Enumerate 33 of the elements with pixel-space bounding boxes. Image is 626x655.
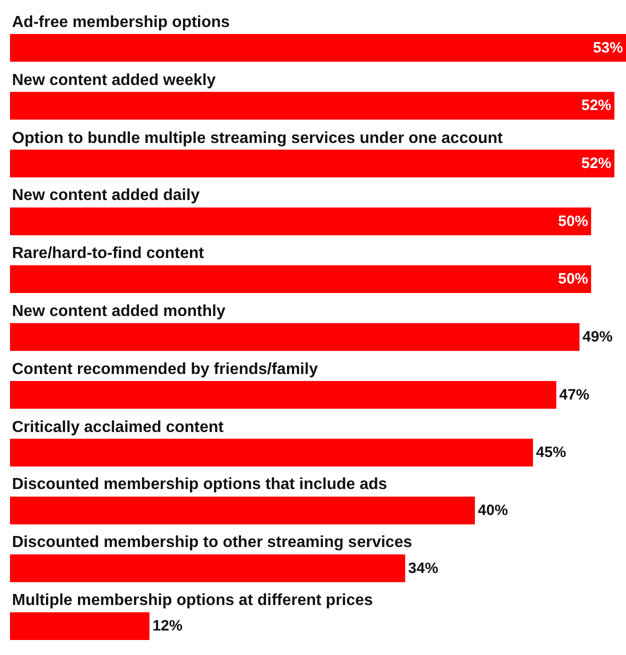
data-label: 49% bbox=[582, 328, 613, 346]
y-tick-label: Discounted membership options that include ads bbox=[12, 476, 388, 493]
bar bbox=[10, 380, 556, 409]
bar bbox=[10, 34, 626, 62]
bar bbox=[10, 438, 534, 467]
y-tick-label: New content added weekly bbox=[12, 72, 216, 89]
bar bbox=[10, 554, 406, 582]
bar bbox=[10, 207, 592, 236]
data-label: 50% bbox=[558, 212, 588, 230]
y-tick-label: Rare/hard-to-find content bbox=[12, 245, 205, 262]
bar bbox=[10, 265, 592, 294]
data-label: 52% bbox=[581, 97, 612, 114]
y-tick-label: New content added monthly bbox=[12, 303, 226, 320]
bar bbox=[10, 612, 150, 640]
data-label: 50% bbox=[558, 270, 588, 288]
y-tick-label: Critically acclaimed content bbox=[12, 419, 224, 436]
bar bbox=[10, 323, 580, 351]
data-label: 47% bbox=[559, 386, 590, 404]
data-label: 40% bbox=[478, 502, 508, 519]
y-tick-label: Multiple membership options at different prices bbox=[12, 592, 374, 609]
y-tick-label: Content recommended by friends/family bbox=[12, 361, 318, 378]
data-label: 45% bbox=[536, 444, 566, 462]
y-tick-label: Option to bundle multiple streaming services under one account bbox=[12, 130, 504, 147]
data-label: 12% bbox=[152, 618, 182, 635]
y-tick-label: Ad-free membership options bbox=[12, 14, 230, 31]
bar bbox=[10, 92, 614, 120]
data-label: 53% bbox=[592, 39, 623, 56]
bar bbox=[10, 496, 475, 524]
data-label: 52% bbox=[581, 155, 612, 172]
y-tick-label: Discounted membership to other streaming services bbox=[12, 534, 412, 551]
y-tick-label: New content added daily bbox=[12, 187, 200, 204]
data-label: 34% bbox=[408, 560, 438, 577]
bar bbox=[10, 150, 614, 178]
